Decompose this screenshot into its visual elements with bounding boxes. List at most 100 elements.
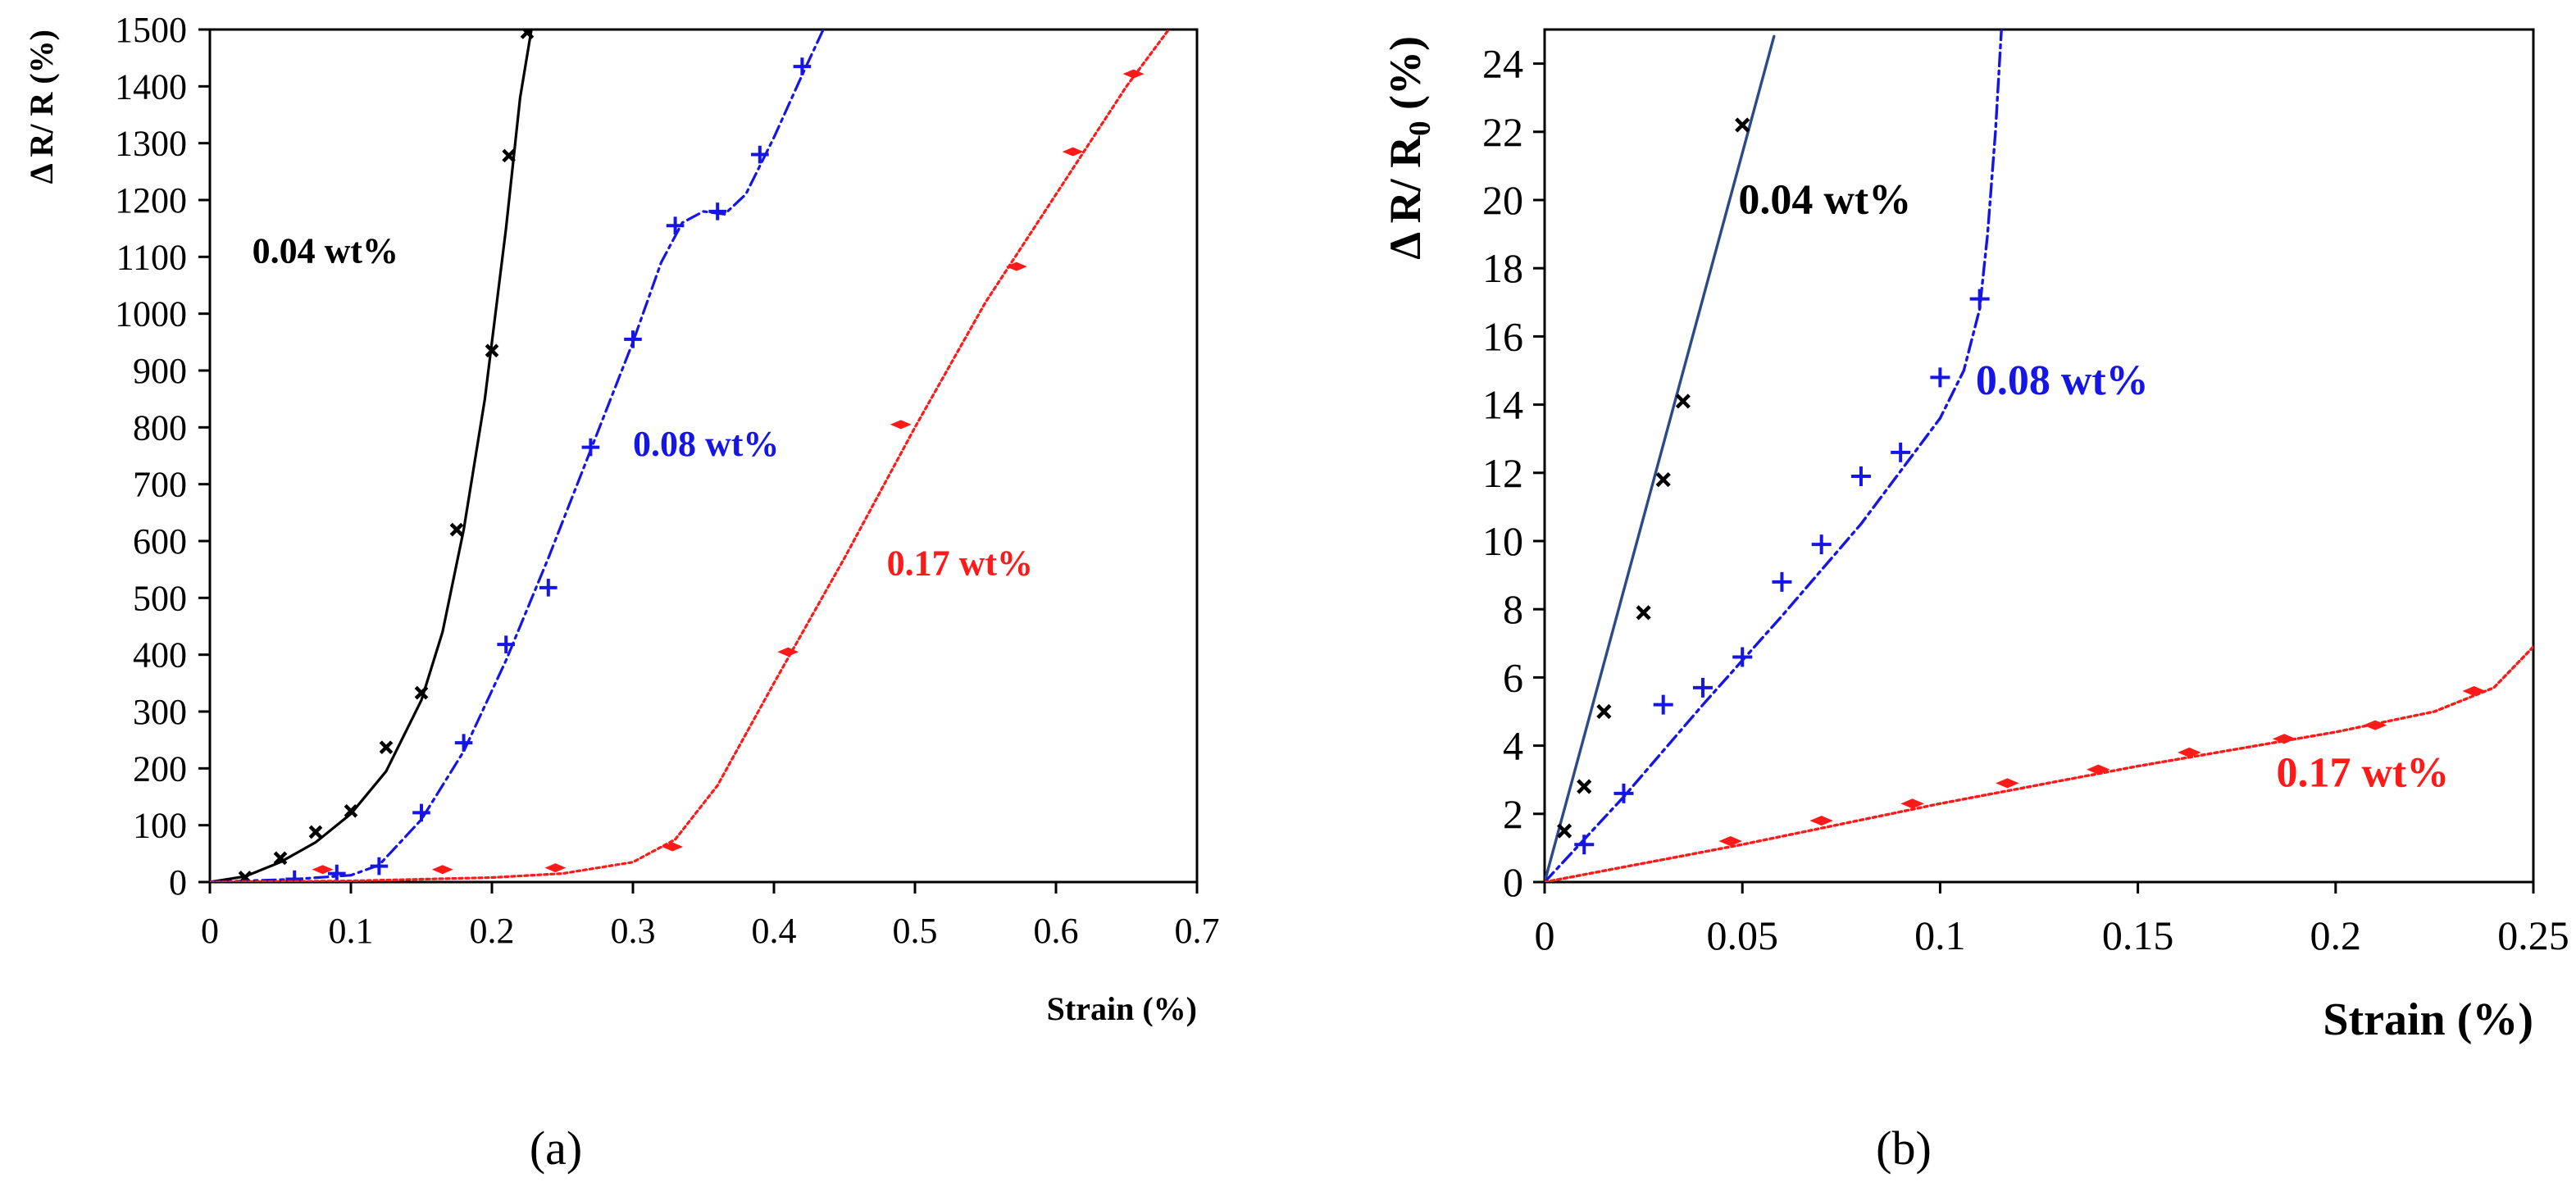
fit-curve [210, 30, 1171, 882]
y-tick-label: 22 [1482, 109, 1523, 155]
data-point-diamond [2087, 764, 2110, 775]
y-tick-label: 1500 [115, 10, 187, 50]
chart-panel-b: 0 0.05 0.1 0.15 0.2 0.25024681012141618202224… [1381, 28, 2569, 1175]
data-point-x [308, 825, 323, 839]
data-point-diamond [1996, 778, 2019, 789]
y-tick-label: 12 [1482, 450, 1523, 496]
x-tick-label: 0.3 [611, 911, 656, 951]
y-tick-label: 200 [133, 748, 187, 789]
y-axis-label: Δ R/ R (%) [23, 30, 60, 184]
y-axis-label-tail: (%) [1381, 36, 1430, 121]
data-point-diamond [2363, 720, 2387, 730]
y-axis-label-subscript: 0 [1403, 121, 1436, 135]
y-tick-label: 4 [1503, 723, 1523, 769]
fit-curve [1545, 34, 1776, 882]
y-axis-label-main: Δ R/ R [1381, 135, 1430, 260]
data-point-plus [1850, 466, 1871, 486]
data-point-x [1735, 117, 1750, 133]
data-point-diamond [1809, 816, 1833, 826]
data-point-diamond [1122, 69, 1145, 79]
y-tick-label: 600 [133, 521, 187, 562]
y-tick-label: 24 [1482, 41, 1523, 87]
y-tick-label: 10 [1482, 518, 1523, 564]
fit-curve [1545, 30, 2003, 882]
data-point-plus [793, 57, 812, 75]
data-point-diamond [1900, 798, 1924, 809]
series-label: 0.17 wt% [2276, 750, 2449, 797]
plot-frame [208, 28, 1199, 884]
y-tick-label: 900 [133, 351, 187, 391]
y-tick-label: 1000 [115, 294, 187, 334]
data-point-plus [624, 330, 642, 348]
data-point-x [1655, 472, 1671, 488]
x-axis-label: Strain (%) [1047, 990, 1197, 1027]
x-tick-label: 0.15 [2102, 912, 2174, 958]
series-group [1545, 30, 2003, 882]
y-tick-label: 6 [1503, 654, 1523, 700]
data-point-plus [1891, 442, 1911, 462]
y-tick-label: 300 [133, 692, 187, 732]
data-point-plus [1930, 367, 1950, 388]
data-point-diamond [2272, 734, 2296, 744]
y-tick-label: 100 [133, 806, 187, 846]
series-label: 0.17 wt% [887, 543, 1033, 584]
data-point-plus [328, 864, 346, 882]
data-point-diamond [312, 865, 334, 875]
data-point-diamond [431, 865, 453, 875]
data-point-plus [1772, 571, 1792, 592]
x-axis-label: Strain (%) [2323, 994, 2533, 1045]
data-point-diamond [662, 842, 684, 852]
y-tick-label: 16 [1482, 313, 1523, 359]
series-group [210, 30, 535, 882]
x-tick-label: 0.1 [329, 911, 374, 951]
data-point-x [1675, 393, 1691, 409]
x-tick-label: 0.6 [1034, 911, 1079, 951]
y-tick-label: 0 [1503, 859, 1523, 905]
y-tick-label: 700 [133, 465, 187, 505]
fit-curve [210, 30, 533, 882]
data-point-plus [1574, 835, 1595, 855]
y-tick-label: 2 [1503, 791, 1523, 837]
data-point-x [520, 30, 535, 39]
series-label: 0.04 wt% [253, 230, 398, 271]
data-point-x [379, 740, 394, 755]
y-tick-label: 18 [1482, 245, 1523, 291]
data-point-diamond [1718, 836, 1743, 847]
y-tick-label: 14 [1482, 382, 1523, 428]
series-group [210, 30, 825, 882]
x-tick-label: 0.1 [1914, 912, 1966, 958]
chart-panel-a: 0 0.1 0.2 0.3 0.4 0.5 0.6 0.7 0 100 200 300 400 500 60… [23, 10, 1220, 1175]
y-axis-label-main: Δ R/ R (%) [23, 30, 60, 184]
data-point-x [1596, 703, 1612, 720]
y-tick-label: 0 [169, 862, 187, 903]
series-label: 0.08 wt% [633, 424, 779, 464]
data-point-plus [285, 870, 303, 882]
data-point-x [1636, 605, 1651, 621]
data-point-x [449, 522, 464, 537]
y-axis-label: Δ R/ R0 (%) [1381, 36, 1436, 260]
data-point-x [1577, 779, 1592, 794]
data-point-plus [581, 438, 600, 457]
plot-frame [1543, 28, 2535, 884]
data-point-diamond [777, 647, 799, 657]
y-tick-label: 800 [133, 407, 187, 448]
series-label: 0.04 wt% [1738, 177, 1911, 224]
data-point-x [273, 851, 288, 866]
series-group [1545, 34, 1776, 882]
data-point-plus [412, 803, 430, 822]
panel-caption: (b) [1876, 1121, 1932, 1175]
data-point-x [414, 685, 429, 700]
x-tick-label: 0 [1535, 912, 1555, 958]
x-tick-label: 0.4 [752, 911, 797, 951]
x-tick-label: 0.5 [893, 911, 938, 951]
data-point-plus [1613, 783, 1634, 803]
y-tick-label: 1400 [115, 66, 187, 107]
data-point-x [1557, 823, 1572, 839]
data-point-plus [1732, 647, 1753, 667]
data-point-diamond [1005, 262, 1027, 271]
data-point-diamond [2178, 747, 2201, 757]
y-tick-label: 1300 [115, 124, 187, 164]
y-tick-label: 8 [1503, 586, 1523, 632]
y-tick-label: 1200 [115, 180, 187, 221]
panel-caption: (a) [530, 1121, 582, 1175]
